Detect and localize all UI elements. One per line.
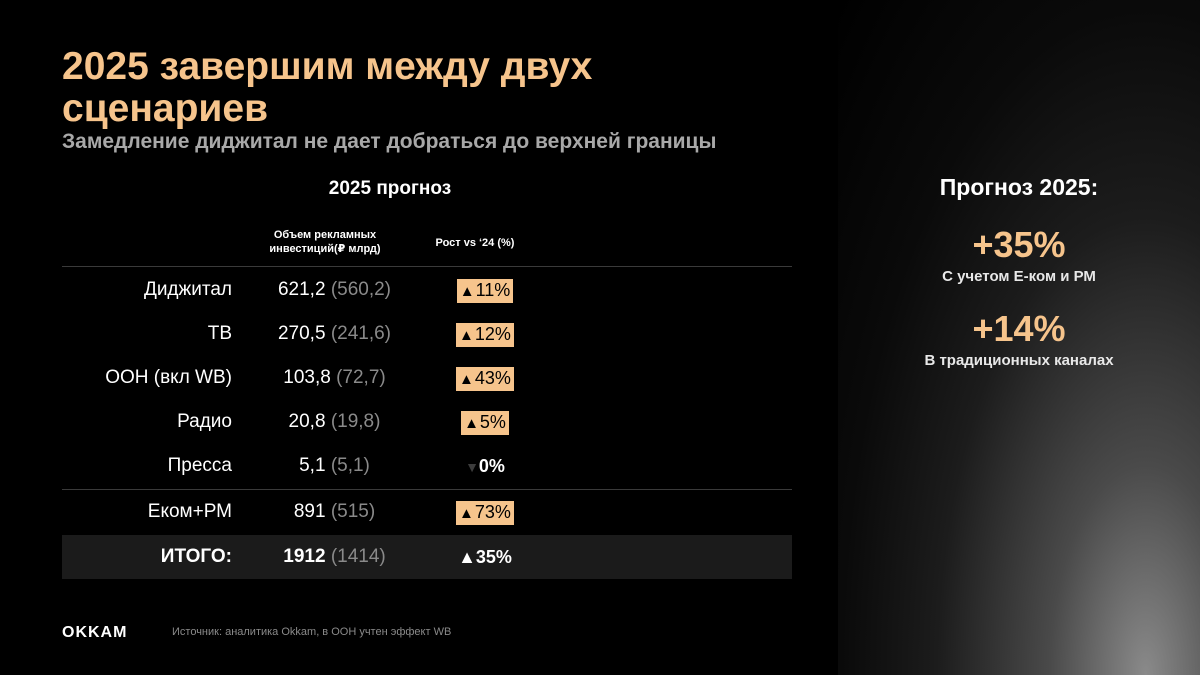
growth-value: 11% — [475, 280, 511, 300]
row-label: Еком+РМ — [147, 501, 232, 522]
row-value: 891 — [293, 501, 326, 522]
growth-value: 12% — [474, 324, 511, 344]
total-growth: ▲35% — [425, 535, 545, 579]
row-volume: 270,5 (241,6) — [272, 312, 397, 356]
row-prev-value: (5,1) — [330, 455, 370, 476]
row-prev-value: (515) — [330, 501, 376, 522]
source-note: Источник: аналитика Okkam, в ООН учтен э… — [172, 626, 452, 638]
table-row-press: Пресса 5,1 (5,1) ▼0% — [62, 444, 792, 488]
main-panel: 2025 завершим между двух сценариев Замед… — [62, 45, 792, 641]
growth-badge: ▲5% — [461, 411, 509, 435]
summary-panel — [838, 0, 1200, 675]
row-growth: ▲73% — [425, 490, 545, 534]
total-growth-value: 35% — [475, 547, 512, 567]
summary-stat-traditional: +14% — [972, 308, 1066, 349]
row-volume: 621,2 (560,2) — [272, 268, 397, 312]
row-value: 103,8 — [283, 367, 331, 388]
growth-value: 0% — [478, 456, 505, 476]
row-growth: ▼0% — [425, 444, 545, 488]
row-value: 621,2 — [277, 279, 326, 300]
table-row-digital: Диджитал 621,2 (560,2) ▲11% — [62, 268, 792, 312]
row-label: Диджитал — [143, 279, 232, 300]
page-title: 2025 завершим между двух сценариев — [62, 45, 593, 130]
total-prev-value: (1414) — [330, 546, 386, 567]
row-prev-value: (241,6) — [330, 323, 392, 344]
up-arrow-icon: ▲ — [464, 415, 479, 432]
row-label: Пресса — [167, 455, 232, 476]
column-header-volume: Объем рекламных инвестиций(₽ млрд) — [269, 229, 381, 255]
summary-title: Прогноз 2025: — [939, 174, 1099, 200]
table-row-tv: ТВ 270,5 (241,6) ▲12% — [62, 312, 792, 356]
forecast-heading: 2025 прогноз — [328, 178, 452, 199]
total-value: 1912 — [283, 546, 326, 567]
growth-badge: ▲73% — [456, 501, 514, 525]
row-volume: 5,1 (5,1) — [272, 444, 397, 488]
row-growth: ▲43% — [425, 356, 545, 400]
up-arrow-icon: ▲ — [459, 283, 475, 300]
row-value: 270,5 — [277, 323, 326, 344]
row-volume: 20,8 (19,8) — [272, 400, 397, 444]
page-subtitle: Замедление диджитал не дает добраться до… — [62, 130, 717, 153]
row-volume: 103,8 (72,7) — [272, 356, 397, 400]
row-growth: ▲5% — [425, 400, 545, 444]
row-label: ТВ — [207, 323, 232, 344]
up-arrow-icon: ▲ — [458, 547, 476, 567]
table-row-total: ИТОГО: 1912 (1414) ▲35% — [62, 535, 792, 579]
summary-stat-total: +35% — [972, 224, 1066, 265]
table-divider-top — [62, 266, 792, 267]
table-row-ecom: Еком+РМ 891 (515) ▲73% — [62, 490, 792, 534]
summary-stat-traditional-label: В традиционных каналах — [924, 352, 1114, 369]
row-growth: ▲11% — [425, 268, 545, 312]
down-arrow-icon: ▼ — [465, 459, 479, 475]
row-value: 20,8 — [288, 411, 326, 432]
up-arrow-icon: ▲ — [459, 371, 474, 388]
up-arrow-icon: ▲ — [459, 327, 474, 344]
total-volume: 1912 (1414) — [272, 535, 397, 579]
row-label: Радио — [177, 411, 232, 432]
growth-value: 43% — [474, 368, 511, 388]
growth-value: 73% — [474, 502, 511, 522]
growth-badge: ▲43% — [456, 367, 514, 391]
column-header-growth: Рост vs ‘24 (%) — [435, 237, 515, 249]
row-value: 5,1 — [299, 455, 326, 476]
growth-badge: ▲12% — [456, 323, 514, 347]
row-prev-value: (72,7) — [336, 367, 386, 388]
growth-badge: ▲11% — [456, 279, 514, 303]
table-row-radio: Радио 20,8 (19,8) ▲5% — [62, 400, 792, 444]
table-row-ooh: OOH (вкл WB) 103,8 (72,7) ▲43% — [62, 356, 792, 400]
summary-stat-total-label: С учетом Е-ком и РМ — [942, 268, 1096, 285]
table-divider-middle — [62, 489, 792, 490]
row-growth: ▲12% — [425, 312, 545, 356]
total-label: ИТОГО: — [160, 546, 232, 567]
okkam-logo: OKKAM — [62, 624, 128, 641]
row-prev-value: (560,2) — [330, 279, 392, 300]
row-volume: 891 (515) — [272, 490, 397, 534]
growth-value: 5% — [479, 412, 506, 432]
row-prev-value: (19,8) — [330, 411, 381, 432]
row-label: OOH (вкл WB) — [105, 367, 232, 388]
up-arrow-icon: ▲ — [459, 505, 474, 522]
